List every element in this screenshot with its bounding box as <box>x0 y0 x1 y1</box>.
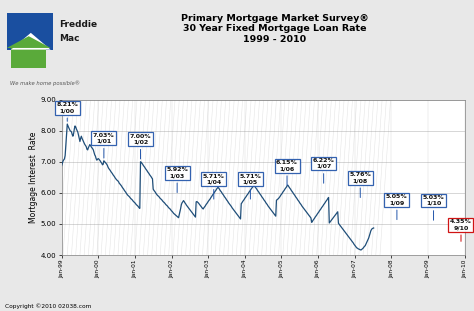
Polygon shape <box>7 36 51 48</box>
Text: Mac: Mac <box>59 34 80 43</box>
Text: 5.71%
1/05: 5.71% 1/05 <box>239 174 261 199</box>
Text: Freddie: Freddie <box>59 20 97 29</box>
FancyBboxPatch shape <box>7 13 53 50</box>
Text: 7.00%
1/02: 7.00% 1/02 <box>130 134 151 159</box>
Text: Copyright ©2010 02038.com: Copyright ©2010 02038.com <box>5 304 91 309</box>
Text: 8.21%
1/00: 8.21% 1/00 <box>56 102 78 121</box>
Text: 5.92%
1/03: 5.92% 1/03 <box>166 167 188 193</box>
Text: 5.05%
1/09: 5.05% 1/09 <box>386 194 408 220</box>
Text: 6.22%
1/07: 6.22% 1/07 <box>313 158 335 183</box>
Text: 5.03%
1/10: 5.03% 1/10 <box>423 195 445 220</box>
FancyBboxPatch shape <box>11 48 46 68</box>
Text: 5.76%
1/08: 5.76% 1/08 <box>349 172 371 197</box>
Text: 6.15%
1/06: 6.15% 1/06 <box>276 160 298 185</box>
Text: 5.71%
1/04: 5.71% 1/04 <box>203 174 225 199</box>
Text: We make home possible®: We make home possible® <box>10 81 80 86</box>
Text: 4.35%
9/10: 4.35% 9/10 <box>450 219 472 241</box>
Text: 7.03%
1/01: 7.03% 1/01 <box>93 133 115 158</box>
Y-axis label: Mortgage Interest  Rate: Mortgage Interest Rate <box>28 132 37 223</box>
Text: Primary Mortgage Market Survey®
30 Year Fixed Mortgage Loan Rate
1999 - 2010: Primary Mortgage Market Survey® 30 Year … <box>181 14 369 44</box>
Polygon shape <box>11 33 51 50</box>
